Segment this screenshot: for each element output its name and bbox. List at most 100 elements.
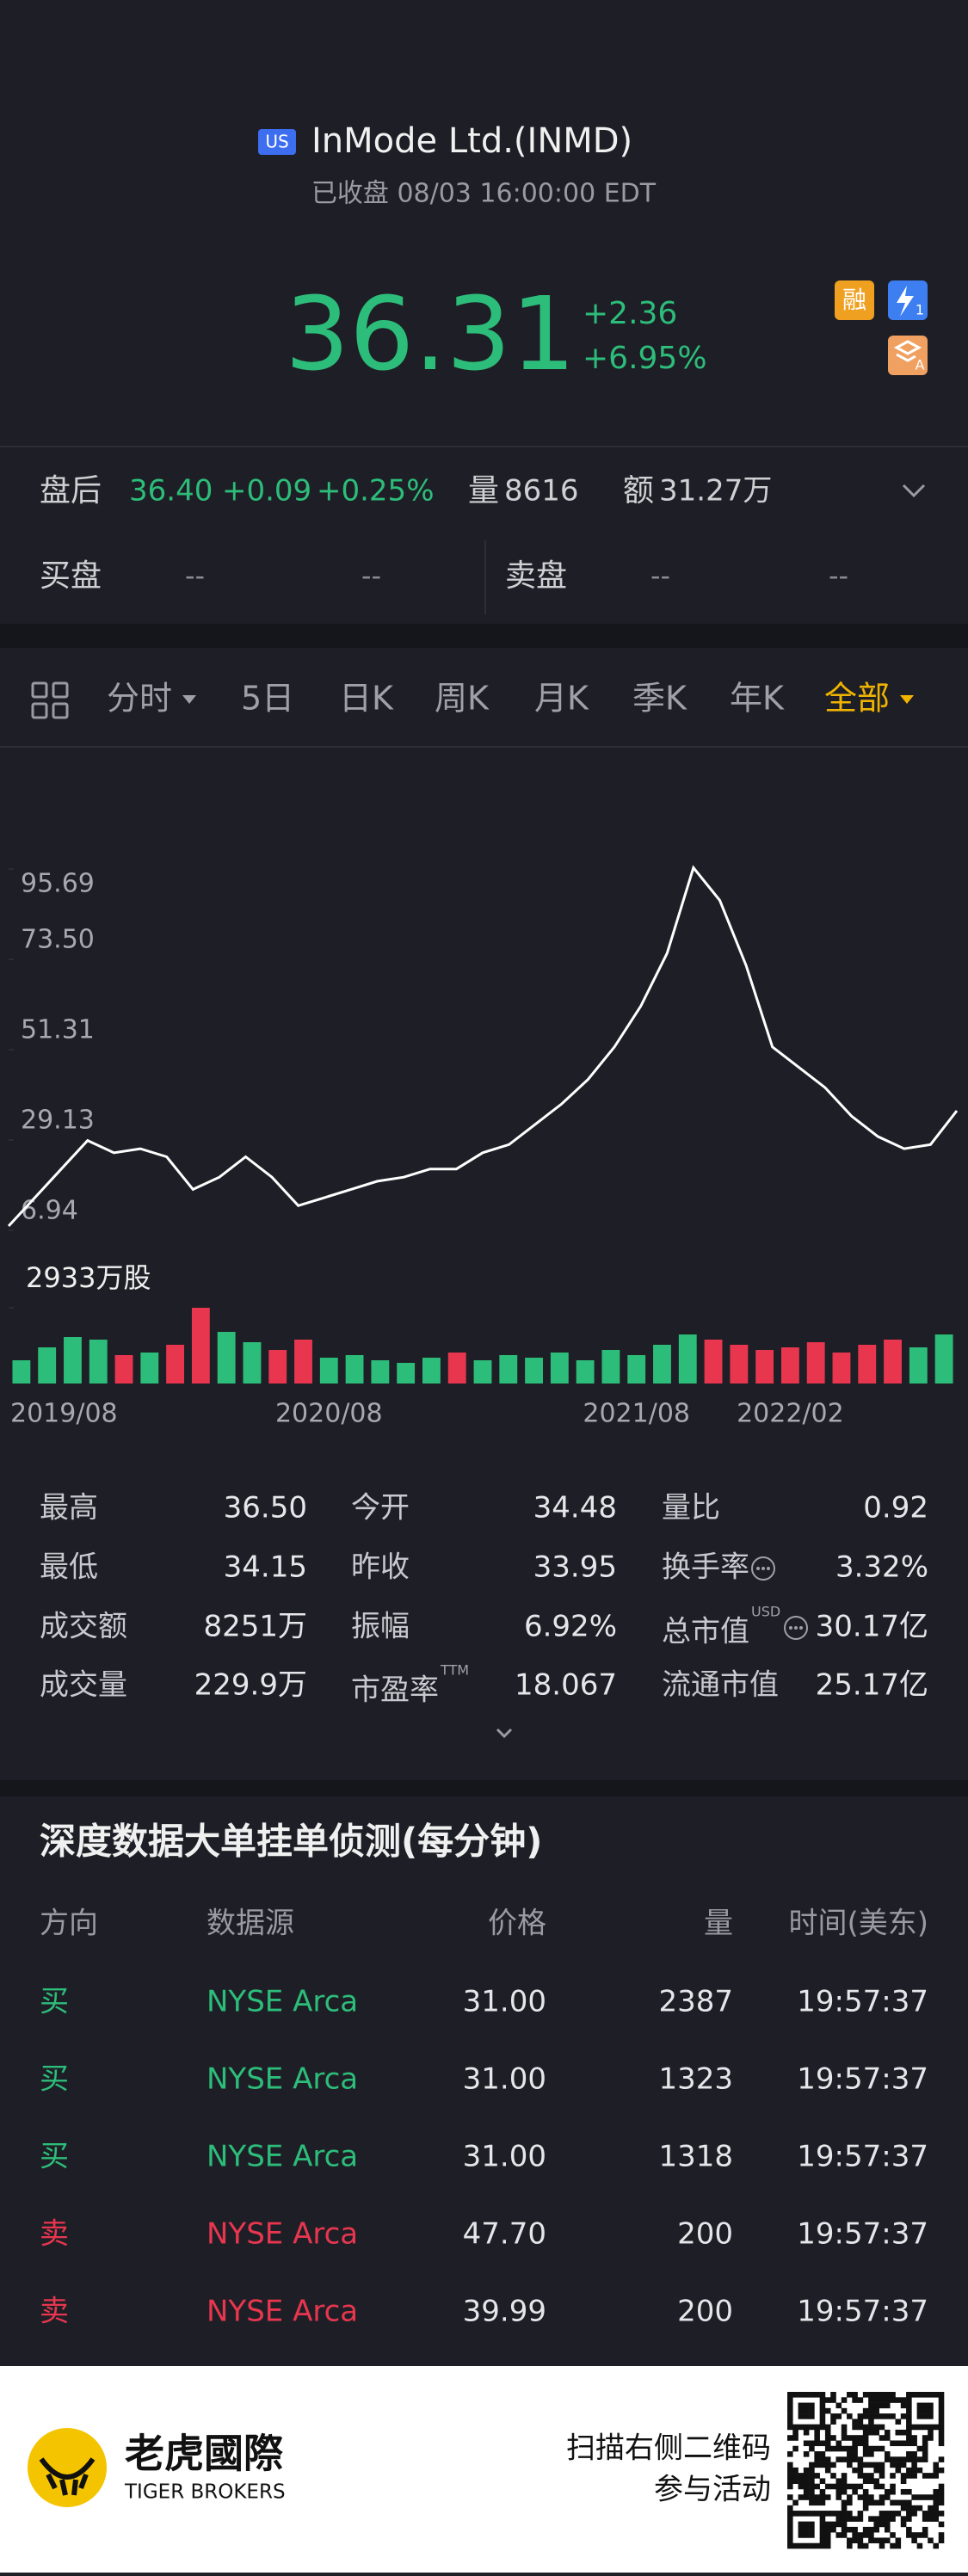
qr-module [862,2473,869,2479]
qr-module [814,2429,820,2436]
qr-module [852,2483,858,2490]
qr-module [798,2407,805,2414]
qr-module [906,2456,912,2462]
qr-module [862,2424,869,2431]
order-cell: NYSE Arca [207,2217,358,2252]
qr-module [884,2456,891,2462]
tab[interactable]: 月K [534,680,589,718]
tab[interactable]: 日K [339,680,394,718]
qr-module [873,2424,879,2431]
qr-module [798,2494,805,2500]
qr-module [890,2542,896,2549]
tab[interactable]: 周K [435,680,490,718]
qr-module [868,2392,874,2398]
tab[interactable]: 年K [730,680,785,718]
qr-module [922,2456,928,2462]
stats-chevron[interactable] [496,1728,513,1739]
qr-module [819,2402,826,2409]
qr-module [911,2532,917,2538]
qr-module [857,2542,864,2549]
qr-module [928,2392,934,2398]
qr-module [895,2419,902,2425]
stat-value: 30.17亿 [816,1610,928,1644]
qr-module [852,2537,858,2544]
qr-module [900,2499,907,2506]
qr-module [890,2511,896,2517]
column-header: 时间(美东) [788,1907,928,1941]
brand-name-en: TIGER BROKERS [124,2481,286,2504]
qr-module [900,2516,907,2522]
qr-module [906,2435,912,2441]
qr-module [841,2521,848,2528]
volume-bar [371,1359,390,1384]
order-cell: 47.70 [463,2217,546,2252]
tab[interactable]: 5日 [241,680,294,718]
order-cell: 买 [40,2062,69,2097]
qr-module [830,2483,836,2490]
qr-module [809,2532,815,2538]
qr-module [814,2435,820,2441]
qr-module [814,2542,820,2549]
tab[interactable]: 全部 [824,680,890,718]
margin-icon[interactable] [835,280,874,320]
info-icon-dot [756,1567,760,1570]
qr-module [862,2494,869,2500]
stat-label: 量比 [662,1491,720,1525]
qr-module [884,2429,891,2436]
stat-value: 18.067 [515,1668,617,1703]
volume-bar [473,1359,492,1384]
volume-bar [217,1331,236,1384]
qr-module [911,2456,917,2462]
tab[interactable]: 季K [632,680,687,718]
qr-module [906,2407,912,2414]
qr-module [884,2402,891,2409]
qr-module [787,2451,793,2457]
qr-module [873,2429,879,2436]
qr-module [803,2402,810,2409]
qr-module [841,2456,848,2462]
info-icon[interactable] [784,1616,808,1640]
y-tick-label: 73.50 [21,925,95,955]
brand-logo [28,2428,107,2507]
qr-module [879,2424,885,2431]
qr-module [906,2413,912,2419]
layout-icon[interactable] [31,681,69,719]
qr-module [911,2511,917,2517]
qr-module [792,2424,798,2431]
qr-module [922,2392,928,2398]
stat-label: 最低 [40,1550,98,1585]
volume-bar [64,1336,82,1384]
volume-bar [319,1357,338,1384]
qr-module [841,2526,848,2533]
expand-chevron[interactable] [902,484,926,498]
order-cell: NYSE Arca [207,2140,358,2174]
info-icon-dot [767,1567,770,1570]
qr-module [814,2451,820,2457]
stock-title: InMode Ltd.(INMD) [311,121,632,161]
qr-module [906,2511,912,2517]
info-icon[interactable] [751,1556,775,1581]
qr-module [809,2445,815,2452]
qr-module [906,2467,912,2474]
stat-label-sup: USD [751,1604,780,1620]
qr-module [847,2537,853,2544]
qr-module [928,2537,934,2544]
qr-module [884,2526,891,2533]
tab[interactable]: 分时 [107,680,172,718]
qr-module [916,2505,923,2511]
bid-label: 买盘 [40,558,102,594]
qr-module [814,2462,820,2468]
qr-module [895,2456,902,2462]
qr-module [792,2499,798,2506]
brand-logo-stripes [39,2457,96,2496]
qr-module [938,2435,945,2441]
brand-name: 老虎國際 [125,2431,283,2477]
qr-module [879,2511,885,2517]
qr-module [852,2440,858,2447]
volume-bar [858,1344,877,1384]
qr-module [852,2532,858,2538]
qr-module [862,2478,869,2484]
qr-module [847,2451,853,2457]
qr-module [928,2407,934,2414]
